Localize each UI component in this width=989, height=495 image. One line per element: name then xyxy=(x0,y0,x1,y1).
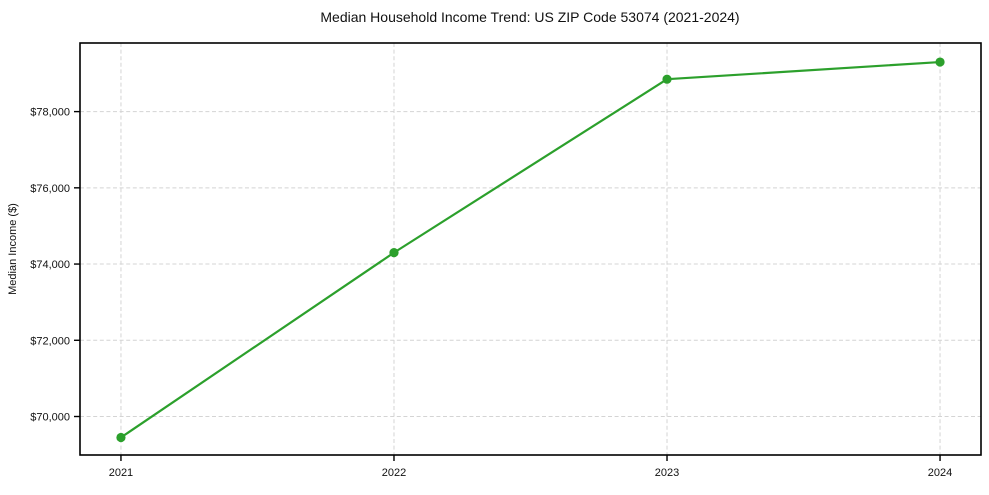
gridlines xyxy=(80,43,981,455)
data-series xyxy=(116,57,945,443)
axis-ticks: $70,000 $72,000 $74,000 $76,000 $78,000 2021 2… xyxy=(30,107,952,479)
x-tick-label: 2022 xyxy=(382,467,406,479)
trend-line xyxy=(119,60,942,439)
x-tick-label: 2021 xyxy=(109,467,133,479)
y-tick-label: $74,000 xyxy=(30,259,70,271)
data-point xyxy=(116,432,126,443)
y-axis-title: Median Income ($) xyxy=(7,203,19,295)
x-tick-label: 2024 xyxy=(928,467,952,479)
y-tick-label: $76,000 xyxy=(30,183,70,195)
data-point xyxy=(935,57,945,67)
x-tick-label: 2023 xyxy=(655,467,679,479)
y-tick-label: $78,000 xyxy=(30,107,70,119)
chart-title: Median Household Income Trend: US ZIP Co… xyxy=(320,9,739,25)
data-point xyxy=(389,248,399,258)
y-tick-label: $72,000 xyxy=(30,335,70,347)
plot-border xyxy=(79,42,982,456)
data-point xyxy=(662,74,672,84)
y-tick-label: $70,000 xyxy=(30,412,70,424)
